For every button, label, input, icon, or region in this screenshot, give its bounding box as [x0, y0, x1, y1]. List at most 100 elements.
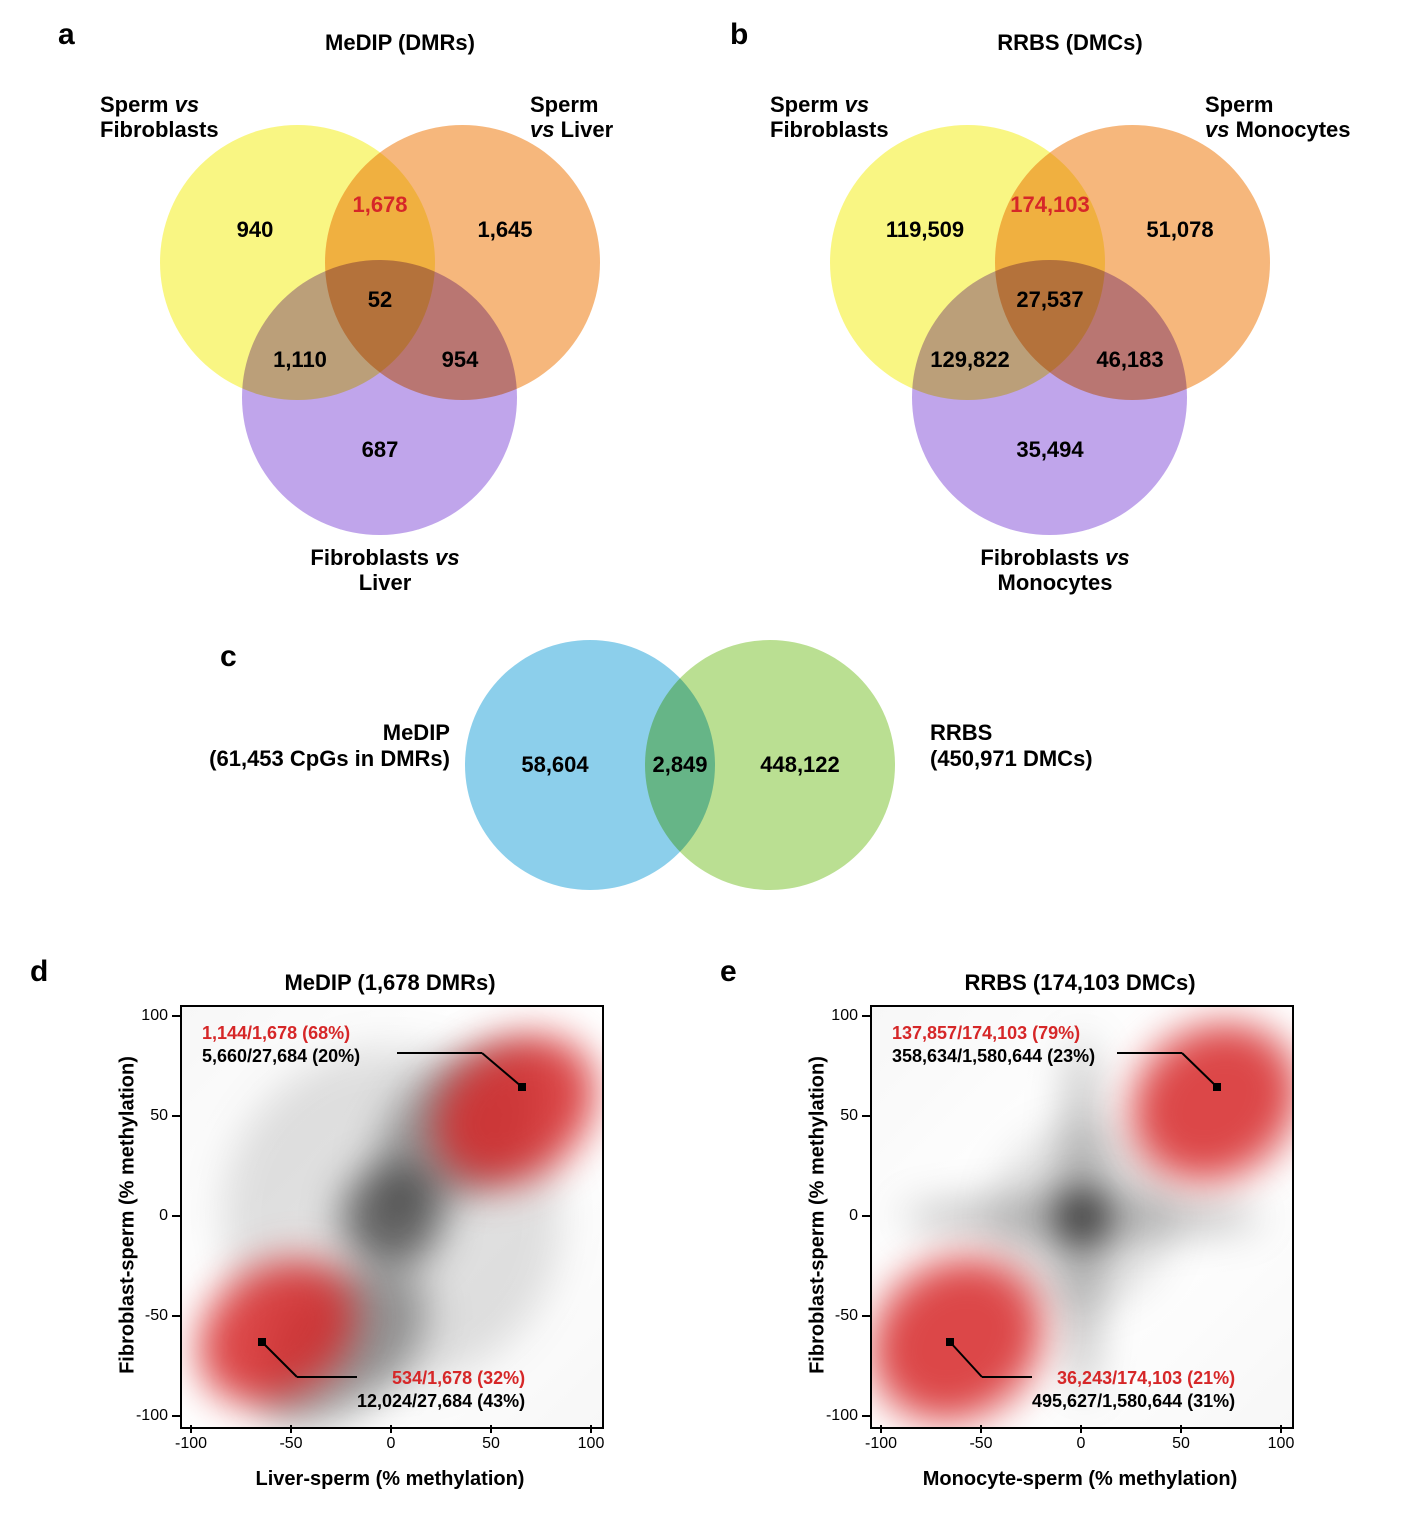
venn-c-val-right: 448,122: [760, 752, 840, 778]
panel-letter-d: d: [30, 955, 48, 989]
venn-b: 119,509 174,103 51,078 27,537 129,822 46…: [830, 125, 1270, 535]
venn-a-val-left-bottom: 1,110: [273, 347, 327, 373]
plot-e-xtick-label: 50: [1172, 1435, 1190, 1453]
plot-d-xtick: [290, 1425, 292, 1433]
plot-e-xtick: [1280, 1425, 1282, 1433]
panel-b-italic-vs-1: vs: [845, 92, 869, 117]
panel-c-right-label: RRBS (450,971 DMCs): [930, 720, 1190, 773]
panel-letter-c: c: [220, 640, 237, 674]
panel-b-set-right-l1: Sperm: [1205, 92, 1273, 117]
panel-letter-a: a: [58, 18, 75, 52]
venn-a-val-top-left: 940: [237, 217, 274, 243]
panel-a-italic-vs-1: vs: [175, 92, 199, 117]
plot-d-title: MeDIP (1,678 DMRs): [230, 970, 550, 996]
panel-c-left-label: MeDIP (61,453 CpGs in DMRs): [200, 720, 450, 773]
plot-e-ytick-label: 50: [820, 1107, 858, 1125]
plot-d-ytick: [172, 1215, 180, 1217]
plot-e-lower-red: 36,243/174,103 (21%): [1032, 1367, 1235, 1390]
plot-e-upper-black: 358,634/1,580,644 (23%): [892, 1045, 1095, 1068]
venn-a-val-center: 52: [368, 287, 392, 313]
panel-c-right-l1: RRBS: [930, 720, 992, 745]
panel-b-italic-vs-3: vs: [1105, 545, 1129, 570]
plot-d-ytick: [172, 1315, 180, 1317]
panel-a-set-bottom-l1: Fibroblasts: [310, 545, 429, 570]
panel-a-set-bottom-label: Fibroblasts vs Liver: [300, 545, 470, 596]
plot-d-ytick: [172, 1415, 180, 1417]
plot-e-upper-stats: 137,857/174,103 (79%) 358,634/1,580,644 …: [892, 1022, 1095, 1067]
plot-e-ytick: [862, 1215, 870, 1217]
panel-letter-e: e: [720, 955, 737, 989]
plot-e-ytick: [862, 1415, 870, 1417]
plot-e-ytick: [862, 1115, 870, 1117]
panel-b-set-bottom-label: Fibroblasts vs Monocytes: [965, 545, 1145, 596]
panel-a-title: MeDIP (DMRs): [270, 30, 530, 56]
plot-d-lower-red: 534/1,678 (32%): [357, 1367, 525, 1390]
plot-d: MeDIP (1,678 DMRs) 1,144/1,678 (68%) 5,6…: [110, 970, 670, 1500]
plot-e-lower-stats: 36,243/174,103 (21%) 495,627/1,580,644 (…: [1032, 1367, 1235, 1412]
plot-e-xtick-label: -50: [969, 1435, 992, 1453]
panel-b-set-bottom-l2: Monocytes: [998, 570, 1113, 595]
panel-a-set-bottom-l2: Liver: [359, 570, 412, 595]
venn-a-val-top-overlap: 1,678: [352, 192, 407, 218]
plot-d-xtick-label: 0: [387, 1435, 396, 1453]
plot-e-ytick: [862, 1315, 870, 1317]
panel-a-set-left-l1: Sperm: [100, 92, 168, 117]
venn-b-val-top-left: 119,509: [886, 217, 964, 243]
plot-d-xtick-label: -50: [279, 1435, 302, 1453]
plot-e-xtick-label: 100: [1268, 1435, 1295, 1453]
venn-c-val-left: 58,604: [521, 752, 588, 778]
plot-d-ytick-label: 100: [130, 1007, 168, 1025]
panel-letter-b: b: [730, 18, 748, 52]
venn-b-val-top-overlap: 174,103: [1010, 192, 1090, 218]
venn-b-val-top-right: 51,078: [1146, 217, 1213, 243]
panel-b-title: RRBS (DMCs): [940, 30, 1200, 56]
plot-d-ytick-label: -50: [130, 1307, 168, 1325]
panel-b-set-left-l1: Sperm: [770, 92, 838, 117]
venn-c: 58,604 2,849 448,122: [465, 640, 985, 890]
plot-e-x-title: Monocyte-sperm (% methylation): [923, 1468, 1237, 1491]
plot-e-frame: 137,857/174,103 (79%) 358,634/1,580,644 …: [870, 1005, 1294, 1429]
plot-d-lower-stats: 534/1,678 (32%) 12,024/27,684 (43%): [357, 1367, 525, 1412]
venn-b-val-right-bottom: 46,183: [1096, 347, 1163, 373]
plot-e-lower-black: 495,627/1,580,644 (31%): [1032, 1390, 1235, 1413]
plot-d-xtick: [590, 1425, 592, 1433]
plot-d-xtick: [390, 1425, 392, 1433]
venn-a-val-bottom: 687: [362, 437, 399, 463]
plot-d-lower-black: 12,024/27,684 (43%): [357, 1390, 525, 1413]
venn-b-val-bottom: 35,494: [1016, 437, 1083, 463]
plot-d-xtick-label: -100: [175, 1435, 207, 1453]
panel-c-left-l1: MeDIP: [383, 720, 450, 745]
plot-e-ytick-label: 100: [820, 1007, 858, 1025]
plot-e-xtick-label: 0: [1077, 1435, 1086, 1453]
plot-d-xtick: [190, 1425, 192, 1433]
plot-d-ytick-label: 0: [130, 1207, 168, 1225]
plot-e-ytick: [862, 1015, 870, 1017]
plot-d-ytick-label: 50: [130, 1107, 168, 1125]
plot-d-frame: 1,144/1,678 (68%) 5,660/27,684 (20%) 534…: [180, 1005, 604, 1429]
plot-d-upper-black: 5,660/27,684 (20%): [202, 1045, 360, 1068]
plot-d-xtick: [490, 1425, 492, 1433]
venn-a-val-top-right: 1,645: [477, 217, 532, 243]
plot-d-ytick-label: -100: [130, 1407, 168, 1425]
plot-e-xtick: [980, 1425, 982, 1433]
plot-e: RRBS (174,103 DMCs) 137,857/174,103 (79%…: [800, 970, 1360, 1500]
plot-d-upper-red: 1,144/1,678 (68%): [202, 1022, 360, 1045]
plot-d-upper-stats: 1,144/1,678 (68%) 5,660/27,684 (20%): [202, 1022, 360, 1067]
plot-d-xtick-label: 50: [482, 1435, 500, 1453]
plot-e-upper-red: 137,857/174,103 (79%): [892, 1022, 1095, 1045]
plot-d-ytick: [172, 1115, 180, 1117]
venn-b-val-center: 27,537: [1016, 287, 1083, 313]
panel-b-set-bottom-l1: Fibroblasts: [980, 545, 1099, 570]
plot-e-xtick: [880, 1425, 882, 1433]
panel-c-right-l2: (450,971 DMCs): [930, 746, 1093, 771]
plot-d-ytick: [172, 1015, 180, 1017]
plot-e-ytick-label: 0: [820, 1207, 858, 1225]
panel-a-set-right-l1: Sperm: [530, 92, 598, 117]
venn-b-val-left-bottom: 129,822: [930, 347, 1010, 373]
plot-e-ytick-label: -50: [820, 1307, 858, 1325]
panel-c-left-l2: (61,453 CpGs in DMRs): [209, 746, 450, 771]
plot-e-ytick-label: -100: [820, 1407, 858, 1425]
figure-page: a MeDIP (DMRs) Sperm vs Fibroblasts Sper…: [0, 0, 1415, 1526]
venn-a: 940 1,678 1,645 52 1,110 954 687: [160, 125, 600, 535]
plot-e-xtick: [1080, 1425, 1082, 1433]
